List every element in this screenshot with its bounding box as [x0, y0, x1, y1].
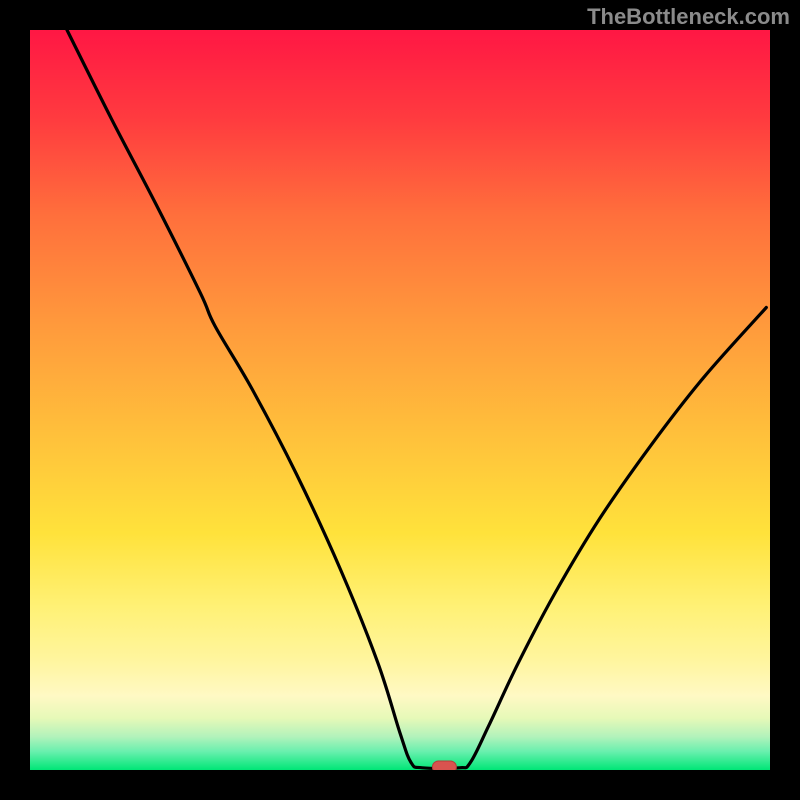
bottleneck-chart	[0, 0, 800, 800]
plot-area	[30, 30, 770, 773]
chart-container: TheBottleneck.com	[0, 0, 800, 800]
watermark-text: TheBottleneck.com	[587, 4, 790, 30]
plot-background	[30, 30, 770, 770]
